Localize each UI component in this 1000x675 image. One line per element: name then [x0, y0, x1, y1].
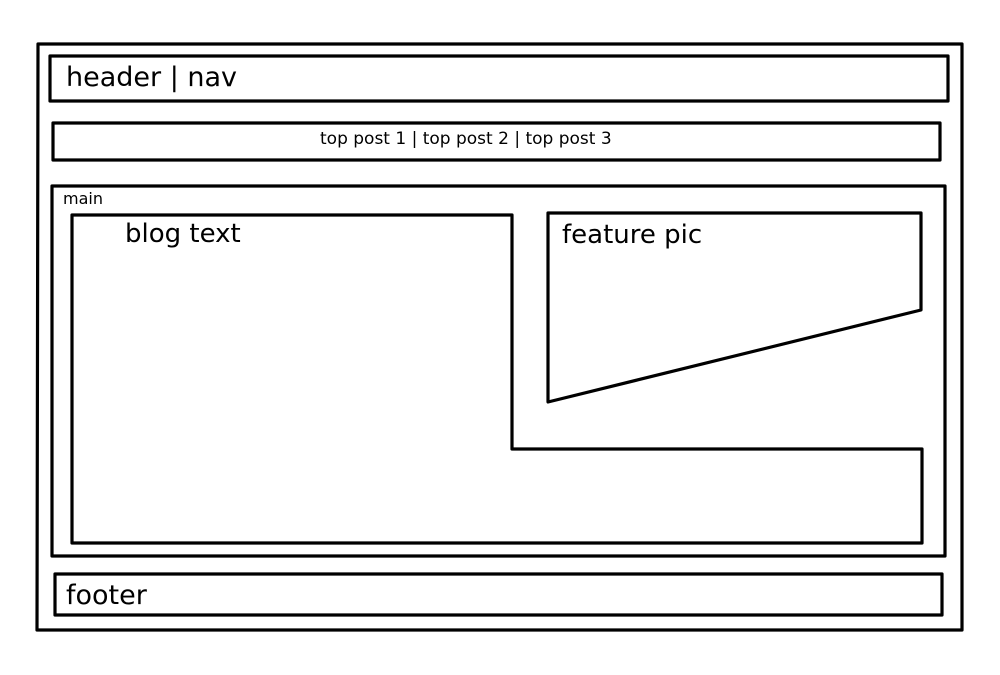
header-nav-label: header | nav: [66, 62, 238, 93]
main-label: main: [63, 189, 103, 208]
footer-box: [53, 572, 944, 617]
top-posts-label: top post 1 | top post 2 | top post 3: [320, 129, 612, 149]
main-box: [50, 184, 947, 558]
blog-text-label: blog text: [125, 219, 241, 249]
header-box: [48, 54, 950, 103]
blog-text-region: [70, 213, 924, 545]
feature-pic-region: [546, 211, 923, 404]
feature-pic-label: feature pic: [562, 220, 703, 250]
footer-label: footer: [66, 580, 147, 611]
page-frame: [35, 42, 964, 632]
top-posts-box: [51, 121, 942, 162]
